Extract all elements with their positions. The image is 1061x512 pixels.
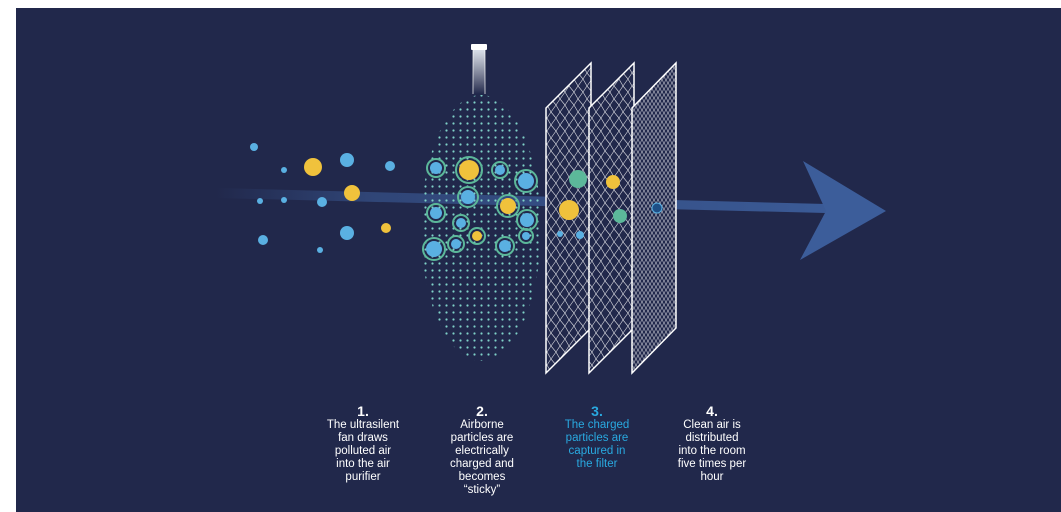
step-4-text: Clean air is distributed into the room f…: [677, 419, 747, 483]
particle: [281, 197, 287, 203]
particle: [606, 175, 620, 189]
step-2-text: Airborne particles are electrically char…: [450, 419, 514, 496]
particle: [499, 240, 511, 252]
particle: [451, 239, 461, 249]
particle: [518, 173, 534, 189]
charge-ring: [426, 158, 446, 178]
particle: [495, 165, 505, 175]
particle: [258, 235, 268, 245]
particle: [426, 241, 442, 257]
particle: [430, 162, 442, 174]
particle: [613, 209, 627, 223]
particle: [304, 158, 322, 176]
step-2: 2. Airborne particles are electrically c…: [432, 403, 532, 497]
particle: [385, 161, 395, 171]
particles: [250, 143, 663, 261]
particle: [459, 160, 479, 180]
charge-ring: [518, 228, 534, 244]
particle: [520, 213, 534, 227]
step-4-number: 4.: [706, 403, 718, 419]
particle: [559, 200, 579, 220]
particle: [250, 143, 258, 151]
air-purifier-diagram: [216, 44, 886, 375]
particle: [557, 231, 563, 237]
charge-ring: [496, 194, 520, 218]
particle: [456, 218, 466, 228]
filter-panel-3: [631, 61, 677, 375]
charge-ring: [495, 236, 515, 256]
particle: [651, 202, 663, 214]
charge-ring: [447, 235, 465, 253]
charge-ring: [455, 156, 483, 184]
step-3-number: 3.: [591, 403, 603, 419]
particle: [257, 198, 263, 204]
charge-ring: [514, 169, 538, 193]
particle: [381, 223, 391, 233]
charge-ring: [491, 161, 509, 179]
particle: [317, 197, 327, 207]
particle: [344, 185, 360, 201]
step-1-text: The ultrasilent fan draws polluted air i…: [326, 419, 400, 483]
charge-ring: [452, 214, 470, 232]
particle: [522, 232, 530, 240]
particle: [317, 247, 323, 253]
particle: [569, 170, 587, 188]
particle: [430, 207, 442, 219]
particle: [500, 198, 516, 214]
step-1: 1. The ultrasilent fan draws polluted ai…: [313, 403, 413, 484]
ionizer-emitter-icon: [471, 44, 487, 94]
charge-ring: [457, 186, 479, 208]
step-3-text: The charged particles are captured in th…: [564, 419, 630, 470]
step-4: 4. Clean air is distributed into the roo…: [662, 403, 762, 484]
particle: [340, 153, 354, 167]
particle: [461, 190, 475, 204]
step-1-number: 1.: [357, 403, 369, 419]
diagram-panel: 1. The ultrasilent fan draws polluted ai…: [16, 8, 1061, 512]
filter-panel-2: [588, 61, 635, 375]
particle: [472, 231, 482, 241]
particle: [340, 226, 354, 240]
charge-ring: [468, 227, 486, 245]
particle: [281, 167, 287, 173]
particle: [576, 231, 584, 239]
step-3: 3. The charged particles are captured in…: [547, 403, 647, 471]
charge-ring: [426, 203, 446, 223]
step-2-number: 2.: [476, 403, 488, 419]
charge-ring: [422, 237, 446, 261]
